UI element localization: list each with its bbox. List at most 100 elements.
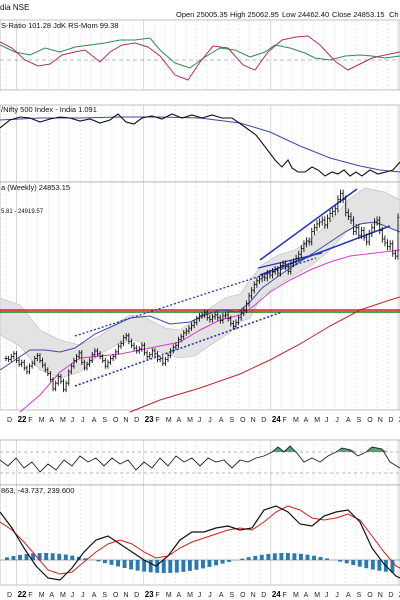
macd-hist-bar: [279, 553, 284, 560]
macd-line: [0, 505, 400, 581]
x-tick-label: M: [293, 417, 299, 424]
price-bar: [239, 310, 243, 321]
macd-hist-bar: [344, 560, 349, 564]
price-bar: [64, 380, 68, 393]
price-bar: [164, 356, 167, 366]
macd-hist-bar: [227, 560, 232, 562]
x-tick-label: M: [60, 417, 66, 424]
price-bar: [273, 266, 277, 275]
price-bar: [292, 258, 295, 268]
x-tick-label: M: [39, 417, 45, 424]
price-bar: [67, 369, 71, 386]
macd-hist-bar: [129, 560, 134, 570]
price-bar: [140, 342, 144, 352]
x-tick-label: O: [240, 417, 246, 424]
macd-hist-bar: [148, 560, 153, 573]
x-tick-label: A: [49, 592, 54, 599]
x-tick-label: S: [102, 592, 107, 599]
price-bar: [205, 310, 209, 321]
price-bar: [38, 352, 42, 364]
price-bar: [135, 345, 138, 354]
rs-momentum-line: [0, 35, 400, 81]
x-tick-label: M: [187, 592, 193, 599]
price-bar: [127, 332, 131, 345]
x-tick-label: 24: [272, 415, 281, 424]
price-bar: [216, 311, 219, 321]
price-bar: [111, 353, 115, 362]
price-bar: [101, 353, 104, 364]
macd-hist-bar: [83, 558, 88, 560]
price-bar: [185, 328, 188, 336]
x-tick-label: 23: [145, 590, 154, 599]
oscillator-gridlines: [5, 440, 399, 485]
macd-hist-bar: [70, 555, 75, 560]
price-bar: [381, 226, 384, 243]
macd-hist-bar: [246, 557, 251, 560]
price-bar: [276, 266, 280, 277]
price-bar: [83, 359, 86, 371]
rs-line: [0, 113, 400, 177]
x-tick-label: O: [367, 417, 373, 424]
price-bar: [388, 240, 392, 251]
x-tick-label: M: [314, 592, 320, 599]
price-bar: [75, 353, 78, 364]
x-tick-label: D: [388, 592, 393, 599]
price-bar: [36, 352, 39, 362]
rrg-panel: S-Ratio 101.28 JdK RS-Mom 99.38: [0, 19, 400, 91]
price-bar: [90, 352, 94, 364]
price-bar: [352, 216, 355, 236]
macd-hist-bar: [299, 553, 303, 560]
price-bar: [375, 216, 379, 226]
macd-hist-bar: [194, 560, 199, 570]
x-tick-label: M: [60, 592, 66, 599]
price-bar: [336, 195, 340, 213]
macd-hist-bar: [24, 554, 29, 560]
rrg-gridlines: [5, 20, 399, 90]
price-bar: [77, 350, 81, 360]
price-bar: [341, 189, 345, 204]
price-bar: [347, 208, 350, 221]
high-value: High 25062.95: [230, 10, 279, 19]
price-bar: [28, 363, 31, 375]
price-bar: [22, 359, 26, 371]
price-bar: [156, 351, 159, 363]
price-bar: [250, 287, 253, 300]
macd-hist-bar: [155, 560, 160, 573]
price-bar: [318, 218, 321, 228]
price-bar: [242, 307, 246, 317]
low-value: Low 24462.40: [282, 10, 329, 19]
x-tick-label: N: [124, 417, 129, 424]
price-bar: [307, 237, 311, 246]
price-bar: [271, 267, 274, 279]
price-bar: [177, 336, 180, 348]
macd-hist-bar: [338, 560, 343, 562]
macd-hist-bar: [305, 554, 310, 560]
price-bar: [226, 311, 230, 322]
x-tick-label: N: [378, 417, 383, 424]
price-bar: [119, 340, 123, 349]
ma-short-line: [0, 221, 400, 371]
x-tick-label: J: [325, 417, 329, 424]
price-bar: [109, 355, 112, 365]
price-bar: [15, 351, 18, 364]
x-tick-label: A: [177, 417, 182, 424]
price-bar: [30, 360, 34, 369]
price-bar: [349, 212, 353, 224]
price-bar: [383, 235, 387, 247]
x-tick-label: A: [219, 592, 224, 599]
price-bar: [386, 239, 389, 251]
x-tick-label: D: [7, 417, 12, 424]
price-bar: [394, 249, 397, 260]
x-tick-label: O: [113, 417, 119, 424]
price-bar: [224, 311, 227, 319]
x-tick-label: D: [261, 417, 266, 424]
close-value: Close 24853.15: [332, 10, 385, 19]
macd-hist-bar: [116, 560, 120, 567]
macd-hist-bar: [312, 555, 316, 560]
x-tick-label: N: [124, 592, 129, 599]
price-bar: [12, 351, 16, 360]
macd-hist-bar: [174, 560, 179, 573]
macd-panel-frame: [0, 484, 400, 586]
price-bar: [297, 250, 300, 262]
price-bar: [151, 348, 154, 358]
